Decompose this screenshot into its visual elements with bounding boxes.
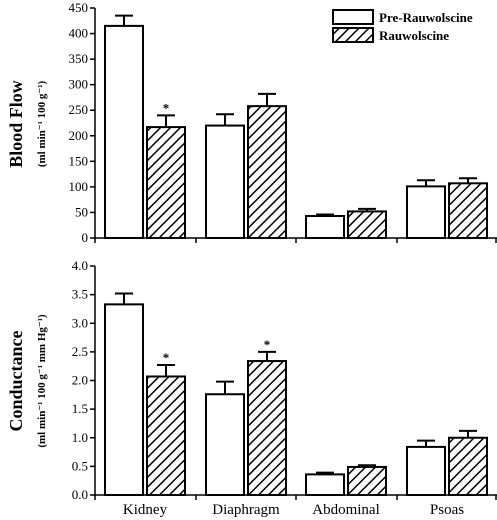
panel2-ytick-label: 0.0 xyxy=(72,487,88,502)
panel2-kidney-pre-rauwolscine-bar xyxy=(104,303,144,497)
panel1-kidney-significance-mark: * xyxy=(163,100,170,115)
legend-swatch-rauwolscine xyxy=(332,27,374,43)
panel1-diaphragm-rauwolscine-bar xyxy=(247,105,287,239)
panel2-ytick-label: 3.5 xyxy=(72,287,88,302)
panel1-ylabel-main: Blood Flow xyxy=(6,80,26,168)
panel1-ytick-label: 50 xyxy=(75,204,88,219)
blood-flow-panel: 0 50 100 150 200 250 300 350 400 450 * xyxy=(69,0,497,245)
panel2-ylabel-unit: (ml min⁻¹ 100 g⁻¹ mm Hg⁻¹) xyxy=(36,314,48,448)
conductance-panel: 0.0 0.5 1.0 1.5 2.0 2.5 3.0 3.5 4.0 * * xyxy=(72,258,497,502)
panel2-diaphragm-rauwolscine-bar xyxy=(247,360,287,496)
panel2-ytick-label: 0.5 xyxy=(72,458,88,473)
legend: Pre-Rauwolscine Rauwolscine xyxy=(332,9,473,43)
panel1-ytick-label: 150 xyxy=(69,153,89,168)
panel2-abdominal-rauwolscine-bar xyxy=(347,465,387,497)
panel1-psoas-pre-rauwolscine-bar xyxy=(406,185,446,239)
category-label-psoas: Psoas xyxy=(430,502,464,518)
panel2-kidney-rauwolscine-bar xyxy=(146,375,186,496)
panel1-ytick-label: 0 xyxy=(82,230,89,245)
panel2-ytick-label: 2.5 xyxy=(72,344,88,359)
category-label-abdominal: Abdominal xyxy=(312,502,380,518)
panel1-kidney-pre-rauwolscine-bar xyxy=(104,24,144,240)
panel1-ytick-label: 250 xyxy=(69,102,89,117)
panel2-ytick-label: 1.0 xyxy=(72,430,88,445)
category-label-kidney: Kidney xyxy=(123,502,168,518)
panel1-ytick-label: 100 xyxy=(69,179,89,194)
panel1-abdominal-pre-rauwolscine-bar xyxy=(305,215,345,239)
legend-swatch-pre-rauwolscine xyxy=(332,9,374,25)
legend-label-rauwolscine: Rauwolscine xyxy=(379,28,449,43)
legend-label-pre-rauwolscine: Pre-Rauwolscine xyxy=(379,10,473,25)
panel2-kidney-significance-mark: * xyxy=(163,350,170,365)
panel2-diaphragm-pre-rauwolscine-bar xyxy=(205,393,245,496)
panel1-ytick-label: 200 xyxy=(69,128,89,143)
panel1-ytick-label: 450 xyxy=(69,0,89,15)
panel2-ytick-label: 1.5 xyxy=(72,401,88,416)
panel1-ytick-label: 300 xyxy=(69,77,89,92)
panel1-diaphragm-pre-rauwolscine-bar xyxy=(205,124,245,239)
panel2-ylabel-main: Conductance xyxy=(6,330,26,431)
panel1-ytick-label: 400 xyxy=(69,26,89,41)
panel1-ytick-label: 350 xyxy=(69,51,89,66)
panel2-ytick-label: 3.0 xyxy=(72,315,88,330)
panel2-ytick-label: 4.0 xyxy=(72,258,88,273)
panel1-kidney-rauwolscine-bar xyxy=(146,126,186,239)
panel2-diaphragm-significance-mark: * xyxy=(264,337,271,352)
panel1-ylabel-unit: (ml min⁻¹ 100 g⁻¹) xyxy=(36,80,48,167)
panel2-ytick-label: 2.0 xyxy=(72,373,88,388)
panel2-psoas-rauwolscine-bar xyxy=(448,436,488,496)
panel2-psoas-pre-rauwolscine-bar xyxy=(406,445,446,497)
category-label-diaphragm: Diaphragm xyxy=(212,502,280,518)
panel2-abdominal-pre-rauwolscine-bar xyxy=(305,473,345,497)
panel1-psoas-rauwolscine-bar xyxy=(448,182,488,239)
panel1-abdominal-rauwolscine-bar xyxy=(347,210,387,240)
